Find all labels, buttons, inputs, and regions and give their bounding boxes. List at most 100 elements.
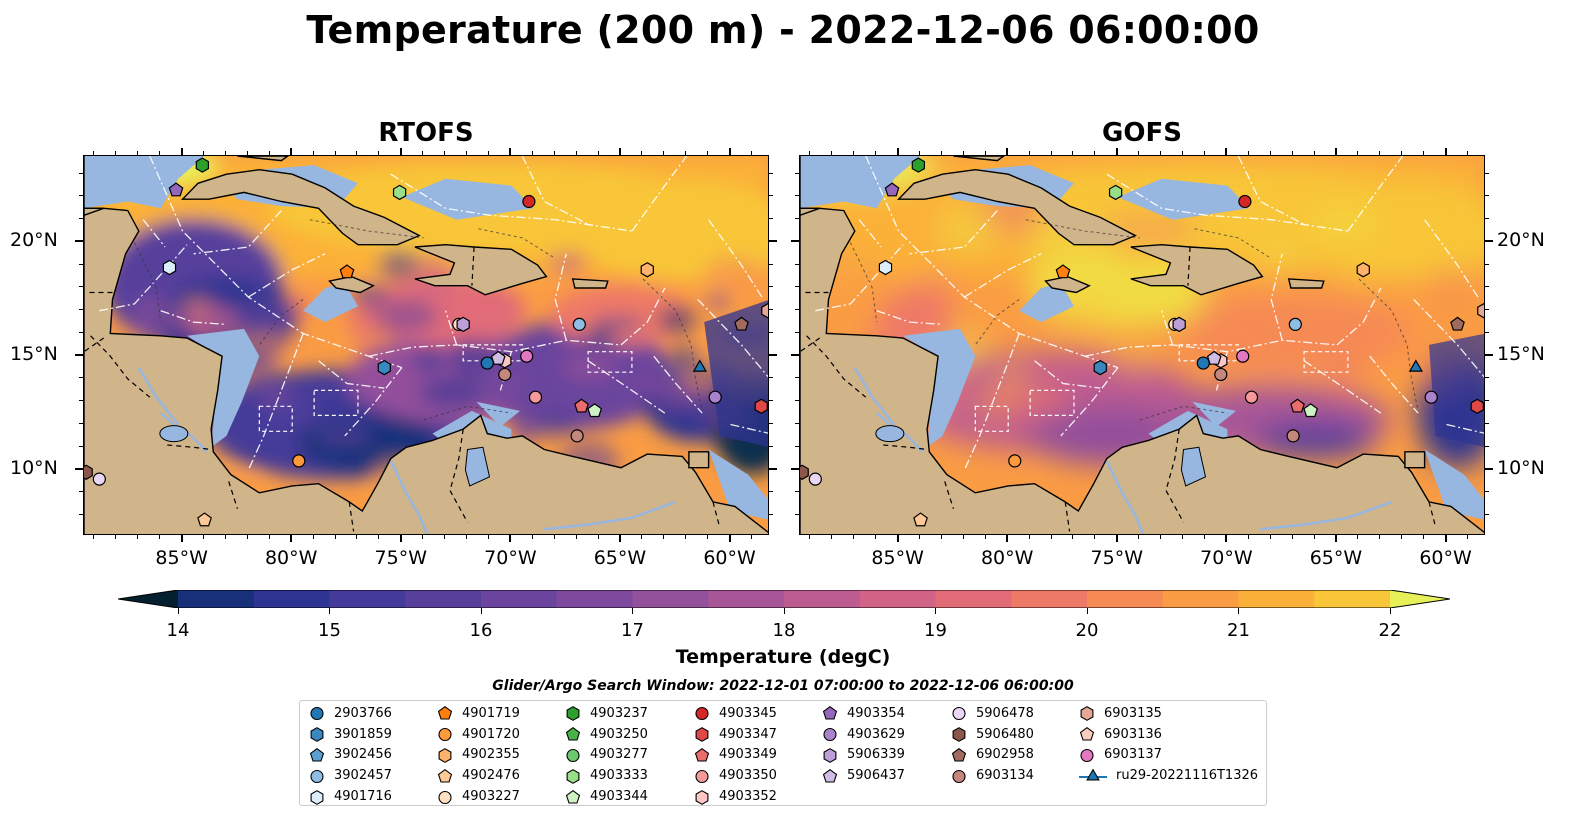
marker-3901859 (1093, 359, 1107, 376)
minor-tick (487, 535, 489, 539)
minor-tick (769, 491, 773, 493)
lon-tick-mark (180, 535, 183, 542)
legend-entry: 4903347 (693, 724, 777, 745)
minor-tick (1160, 151, 1162, 155)
colorbar-tick-label: 15 (318, 620, 341, 641)
minor-tick (1485, 445, 1489, 447)
legend-marker-icon (695, 727, 709, 743)
lat-tick-mark (769, 468, 777, 470)
minor-tick (1269, 535, 1271, 539)
marker-4903333 (1108, 184, 1123, 201)
minor-tick (795, 263, 799, 265)
minor-tick (246, 535, 248, 539)
legend-entry: 5906437 (821, 765, 905, 786)
minor-tick (795, 218, 799, 220)
minor-tick (487, 151, 489, 155)
legend-marker-icon (438, 728, 452, 742)
legend-marker-icon (437, 768, 453, 783)
minor-tick (378, 535, 380, 539)
legend-label: 4903345 (719, 705, 777, 721)
colorbar-band (708, 590, 785, 608)
colorbar-band (556, 590, 633, 608)
minor-tick (531, 535, 533, 539)
minor-tick (79, 286, 83, 288)
marker-2903766 (480, 356, 494, 370)
minor-tick (1072, 151, 1074, 155)
minor-tick (1485, 309, 1489, 311)
legend-entry: 4903277 (564, 745, 648, 766)
colorbar-tick-mark (480, 608, 482, 614)
legend-label: 5906478 (976, 705, 1034, 721)
legend-marker-icon (1080, 748, 1094, 763)
minor-tick (769, 218, 773, 220)
legend-label: 3901859 (334, 726, 392, 742)
legend-label: 4903344 (590, 789, 648, 805)
colorbar-tick-label: 16 (469, 620, 493, 641)
marker-4903237 (911, 157, 926, 173)
marker-4903333 (392, 184, 407, 201)
colorbar-band (935, 590, 1012, 608)
legend-marker-icon (823, 748, 837, 763)
colorbar-label: Temperature (degC) (675, 646, 891, 668)
lon-tick-mark (896, 535, 899, 542)
marker-6903134 (498, 367, 512, 382)
minor-tick (769, 377, 773, 379)
lon-tick-mark-top (1006, 148, 1009, 155)
legend-entry: 4903237 (564, 703, 648, 724)
lon-tick-label: 65°W (1309, 547, 1363, 569)
minor-tick (1072, 535, 1074, 539)
minor-tick (597, 151, 599, 155)
minor-tick (795, 172, 799, 174)
marker-4903345 (1238, 194, 1252, 209)
lon-tick-label: 65°W (593, 547, 647, 569)
marker-4903345 (522, 194, 536, 209)
legend-entry: 6903136 (1078, 724, 1162, 745)
legend-label: 4901720 (462, 726, 520, 742)
legend-label: 5906480 (976, 726, 1034, 742)
colorbar-tick-label: 17 (621, 620, 644, 641)
minor-tick (1203, 535, 1205, 539)
lat-tick-mark (1485, 354, 1493, 357)
minor-tick (575, 535, 577, 539)
minor-tick (1485, 400, 1489, 402)
minor-tick (853, 151, 855, 155)
minor-tick (1485, 172, 1489, 174)
minor-tick (1028, 535, 1030, 539)
minor-tick (875, 151, 877, 155)
marker-4902476 (913, 512, 928, 527)
lon-tick-mark (1115, 535, 1118, 542)
colorbar-band (859, 590, 936, 608)
minor-tick (795, 331, 799, 333)
lon-tick-mark-top (399, 148, 402, 155)
legend-label: 6903135 (1104, 705, 1162, 721)
lon-tick-label: 70°W (484, 547, 537, 569)
legend-label: 3902457 (334, 768, 392, 784)
colorbar-tick-mark (783, 608, 785, 614)
minor-tick (1247, 535, 1249, 539)
marker-4901716 (878, 259, 893, 276)
marker-6903134b (1286, 429, 1300, 443)
marker-3902457 (572, 317, 586, 331)
minor-tick (809, 151, 811, 155)
minor-tick (1138, 151, 1140, 155)
marker-4903354 (884, 182, 900, 197)
lon-tick-mark-top (1334, 148, 1337, 155)
legend-entry: 4903352 (693, 786, 777, 807)
minor-tick (1485, 423, 1489, 424)
minor-tick (268, 535, 270, 539)
lat-tick-mark (769, 240, 777, 243)
minor-tick (1291, 151, 1293, 155)
legend-marker-icon (1080, 706, 1094, 722)
minor-tick (1203, 151, 1205, 155)
minor-tick (707, 535, 709, 539)
legend-entry: 3902457 (308, 765, 392, 786)
colorbar-tick-label: 21 (1227, 620, 1250, 641)
minor-tick (795, 514, 799, 516)
minor-tick (1466, 535, 1468, 539)
marker-4903237 (195, 157, 210, 173)
minor-tick (137, 151, 139, 155)
minor-tick (553, 535, 555, 539)
lon-tick-label: 60°W (703, 547, 756, 569)
minor-tick (769, 514, 773, 516)
lon-tick-label: 80°W (264, 547, 318, 569)
